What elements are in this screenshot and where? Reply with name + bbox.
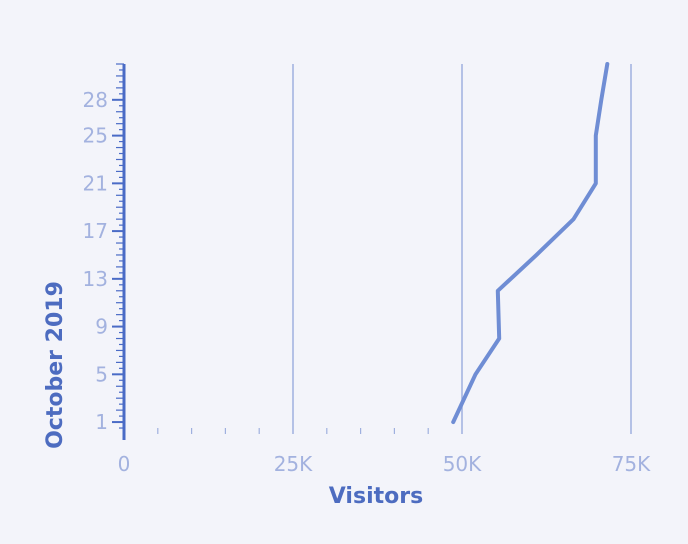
y-axis (112, 63, 126, 440)
series-line-0 (451, 62, 610, 425)
x-minor-ticks (157, 428, 429, 434)
y-tick-label: 9 (95, 315, 108, 339)
y-tick-label: 5 (95, 362, 108, 386)
y-tick-label: 21 (83, 171, 108, 195)
y-tick-label: 25 (83, 124, 108, 148)
series-group (451, 62, 610, 425)
x-tick-label: 75K (612, 452, 651, 476)
y-tick-labels: 1 5 9 13 17 21 25 28 (83, 88, 108, 434)
y-axis-title: October 2019 (43, 281, 68, 449)
x-axis-title: Visitors (329, 484, 423, 509)
gridlines (292, 64, 632, 434)
x-tick-label: 25K (274, 452, 313, 476)
x-tick-labels: 0 25K 50K 75K (118, 452, 652, 476)
y-tick-label: 17 (83, 219, 108, 243)
y-tick-label: 13 (83, 267, 108, 291)
x-tick-label: 50K (443, 452, 482, 476)
y-tick-label: 1 (95, 410, 108, 434)
y-tick-label: 28 (83, 88, 108, 112)
x-tick-label: 0 (118, 452, 131, 476)
